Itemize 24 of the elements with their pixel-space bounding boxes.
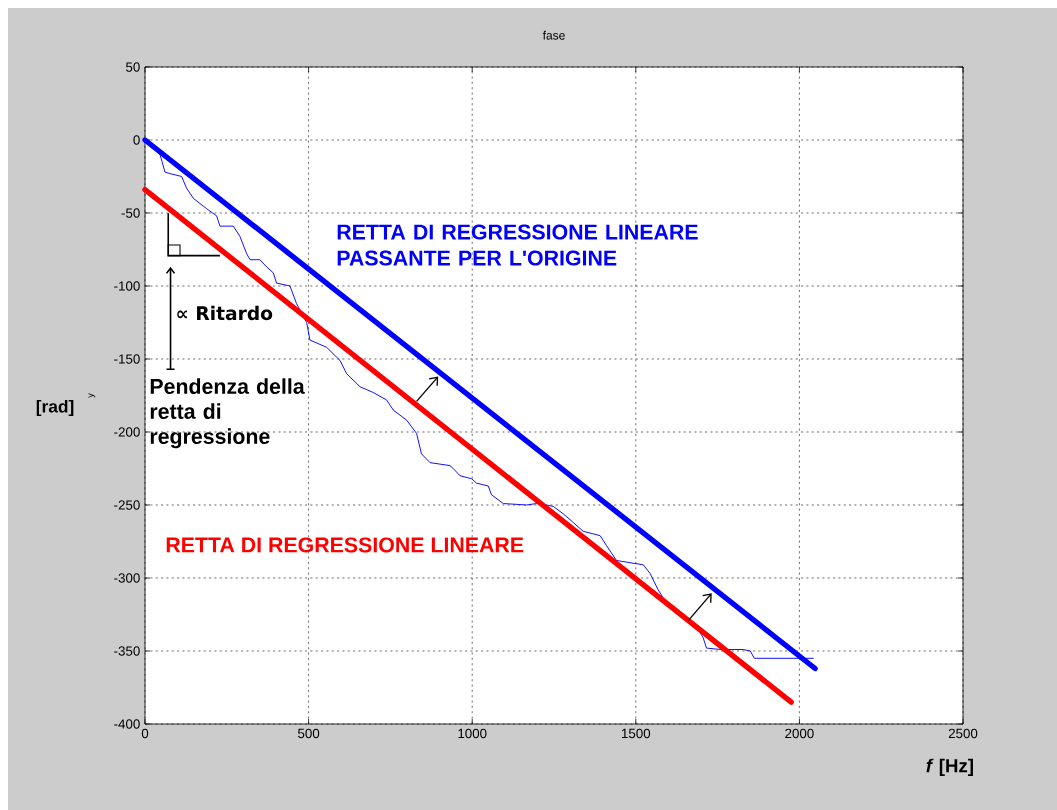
y-axis-title: y bbox=[88, 393, 96, 398]
annotation: RETTA DI REGRESSIONE LINEARE bbox=[166, 537, 524, 553]
y-tick-label: -100 bbox=[114, 281, 140, 291]
y-tick-label: -250 bbox=[114, 500, 140, 510]
y-tick-label: -50 bbox=[121, 208, 140, 218]
y-tick-label: 0 bbox=[133, 135, 140, 145]
annotation: ∝ Ritardo bbox=[177, 305, 273, 321]
x-tick-label: 2000 bbox=[785, 728, 814, 739]
y-tick-label: -400 bbox=[114, 719, 140, 729]
x-tick-label: 0 bbox=[141, 728, 149, 739]
x-axis-title: f [Hz] bbox=[926, 758, 973, 777]
y-tick-label: -300 bbox=[114, 573, 140, 583]
y-tick-label: -350 bbox=[114, 646, 140, 656]
x-tick-label: 2500 bbox=[948, 728, 978, 739]
y-tick-label: -150 bbox=[114, 354, 140, 364]
annotation: Pendenza della retta di regressione bbox=[150, 378, 305, 449]
x-tick-label: 1000 bbox=[458, 728, 487, 739]
text: [rad] bbox=[36, 399, 74, 417]
y-tick-label: 50 bbox=[126, 62, 140, 72]
y-tick-label: -200 bbox=[114, 427, 140, 437]
x-tick-label: 500 bbox=[298, 728, 320, 739]
chart-title: fase bbox=[542, 30, 565, 40]
x-tick-label: 1500 bbox=[622, 728, 651, 739]
annotation: RETTA DI REGRESSIONE LINEARE PASSANTE PER L'ORIGINE bbox=[337, 224, 698, 266]
